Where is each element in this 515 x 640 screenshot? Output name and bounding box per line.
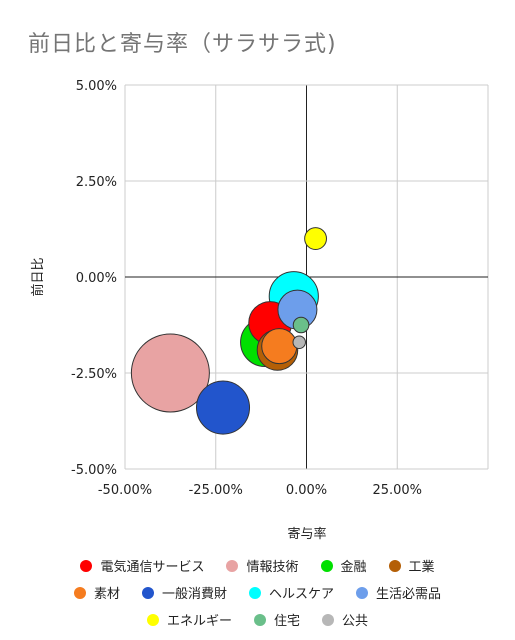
bubble-point (261, 328, 298, 365)
legend-item: 工業 (388, 556, 435, 575)
legend-swatch (141, 586, 154, 599)
bubble-point (292, 335, 306, 350)
legend-item: ヘルスケア (249, 583, 334, 602)
legend-swatch (388, 559, 401, 572)
legend-swatch (80, 559, 93, 572)
x-axis-title: 寄与率 (287, 526, 326, 542)
legend-label: 一般消費財 (161, 587, 227, 602)
legend-item: 公共 (322, 610, 368, 629)
x-tick-label: 0.00% (286, 483, 327, 498)
bubble-point (292, 316, 310, 334)
legend-item: 電気通信サービス (80, 556, 204, 575)
bubble-point (195, 380, 251, 435)
y-tick-label: -2.50% (71, 367, 117, 382)
bubble-point (130, 333, 210, 413)
legend-label: 生活必需品 (376, 587, 442, 602)
legend-item: 情報技術 (226, 556, 299, 575)
legend-label: 住宅 (273, 614, 300, 629)
y-axis-title: 前日比 (30, 257, 46, 296)
x-tick-label: -25.00% (189, 483, 243, 498)
legend-swatch (322, 613, 334, 626)
y-tick-label: -5.00% (71, 463, 117, 478)
legend-label: ヘルスケア (269, 587, 335, 602)
legend-row: エネルギー 住宅 公共 (0, 610, 515, 629)
legend-label: 工業 (408, 560, 435, 575)
y-tick-label: 0.00% (76, 271, 117, 286)
legend-label: 素材 (93, 587, 120, 602)
chart-legend: 電気通信サービス 情報技術 金融 工業素材 一般消費財 ヘルスケア 生活必需品エネルギー 住宅… (0, 556, 515, 637)
bubble-chart: -50.00% -25.00% 0.00% 25.00% 5.00% 2.50% 0.00%… (30, 79, 489, 542)
legend-swatch (73, 586, 86, 599)
legend-label: 電気通信サービス (100, 560, 205, 575)
legend-swatch (146, 613, 159, 626)
legend-swatch (253, 613, 266, 626)
legend-swatch (320, 559, 333, 572)
legend-item: 生活必需品 (356, 583, 441, 602)
legend-label: 情報技術 (246, 560, 299, 575)
legend-swatch (226, 559, 239, 572)
legend-item: 素材 (73, 583, 120, 602)
legend-swatch (249, 586, 261, 599)
legend-swatch (356, 586, 369, 599)
legend-item: エネルギー (146, 610, 232, 629)
x-tick-label: 25.00% (372, 483, 422, 498)
legend-item: 一般消費財 (141, 583, 227, 602)
legend-label: 金融 (340, 560, 367, 575)
legend-label: エネルギー (166, 614, 232, 629)
legend-label: 公共 (342, 614, 369, 629)
x-tick-label: -50.00% (98, 483, 152, 498)
legend-row: 電気通信サービス 情報技術 金融 工業 (0, 556, 515, 575)
legend-item: 金融 (320, 556, 367, 575)
y-tick-label: 5.00% (76, 79, 117, 94)
y-tick-label: 2.50% (76, 175, 117, 190)
chart-title: 前日比と寄与率（サラサラ式) (28, 32, 337, 57)
legend-item: 住宅 (253, 610, 300, 629)
legend-row: 素材 一般消費財 ヘルスケア 生活必需品 (0, 583, 515, 602)
bubble-point (304, 227, 327, 251)
